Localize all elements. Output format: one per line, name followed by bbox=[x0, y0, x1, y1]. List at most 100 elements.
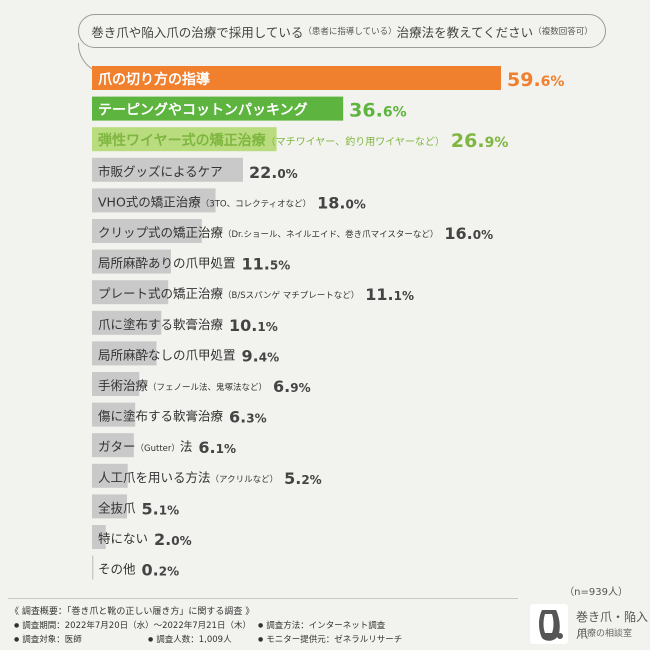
bar-label: 手術治療（フェノール法、鬼塚法など） bbox=[98, 378, 267, 393]
bar-label-text: 弾性ワイヤー式の矯正治療 bbox=[98, 132, 267, 149]
bar-row: 弾性ワイヤー式の矯正治療（マチワイヤー、釣り用ワイヤーなど） bbox=[92, 127, 445, 152]
question-note-1: （患者に指導している） bbox=[303, 27, 397, 37]
bar-label: クリップ式の矯正治療（Dr.ショール、ネイルエイド、巻き爪マイスターなど） bbox=[98, 225, 438, 240]
bar-label-suffix: 法 bbox=[180, 439, 193, 454]
bar-label: 局所麻酔ありの爪甲処置 bbox=[98, 256, 236, 271]
bar-row: 全抜爪 bbox=[92, 494, 136, 519]
bar-value: 16.0% bbox=[444, 224, 493, 243]
bar-value: 18.0% bbox=[317, 193, 366, 212]
bar-label-text: その他 bbox=[98, 562, 136, 577]
bar-row: ガター（Gutter）法 bbox=[92, 433, 192, 458]
bar-label-text: 手術治療 bbox=[98, 378, 149, 393]
bar-row: プレート式の矯正治療（B/Sスパンゲ マチプレートなど） bbox=[92, 280, 359, 305]
survey-count: ● 調査人数：1,009人 bbox=[148, 635, 232, 645]
bar-label: 局所麻酔なしの爪甲処置 bbox=[98, 347, 236, 362]
bar-label: プレート式の矯正治療（B/Sスパンゲ マチプレートなど） bbox=[98, 286, 359, 301]
bar-label: 人工爪を用いる方法（アクリルなど） bbox=[98, 470, 278, 485]
bar-value: 36.6% bbox=[349, 100, 406, 122]
bar-label-note: （アクリルなど） bbox=[211, 474, 279, 485]
bar bbox=[92, 310, 162, 335]
bar bbox=[92, 280, 169, 305]
logo-title: 巻き爪・陥入爪 bbox=[576, 610, 649, 641]
bar-value: 0.2% bbox=[142, 561, 180, 580]
bar bbox=[92, 433, 134, 458]
bar-label: 傷に塗布する軟膏治療 bbox=[98, 409, 224, 424]
survey-method: ● 調査方法：インターネット調査 bbox=[258, 621, 386, 631]
bar-row: VHO式の矯正治療（3TO、コレクティオなど） bbox=[92, 188, 311, 213]
bar-chart: 爪の切り方の指導 59.6% テーピングやコットンパッキング 36.6% 弾性ワイヤー式… bbox=[92, 66, 564, 580]
bar-label: 市販グッズによるケア bbox=[98, 164, 223, 179]
bar-row: 人工爪を用いる方法（アクリルなど） bbox=[92, 463, 278, 488]
bar-value: 11.5% bbox=[242, 255, 291, 274]
bar-label-text: テーピングやコットンパッキング bbox=[98, 102, 308, 119]
survey-provider: ● モニター提供元：ゼネラルリサーチ bbox=[258, 635, 403, 645]
bar-row: 爪に塗布する軟膏治療 bbox=[92, 310, 224, 335]
bar-label-note: （マチワイヤー、釣り用ワイヤーなど） bbox=[266, 135, 445, 148]
bar-label-text: 全抜爪 bbox=[98, 500, 136, 515]
bar-value: 6.3% bbox=[229, 408, 267, 427]
bar bbox=[92, 249, 171, 274]
bar-label-note: （3TO、コレクティオなど） bbox=[201, 198, 311, 209]
bar-value: 6.9% bbox=[273, 377, 311, 396]
footer-divider bbox=[8, 598, 518, 599]
bar-row: 局所麻酔なしの爪甲処置 bbox=[92, 341, 236, 366]
bar-label-text: 人工爪を用いる方法 bbox=[98, 470, 211, 485]
bar-label-text: VHO式の矯正治療 bbox=[98, 194, 201, 209]
bar-row: 傷に塗布する軟膏治療 bbox=[92, 402, 224, 427]
bar-label: 弾性ワイヤー式の矯正治療（マチワイヤー、釣り用ワイヤーなど） bbox=[98, 132, 445, 149]
bar bbox=[92, 372, 140, 396]
bar-row: テーピングやコットンパッキング bbox=[92, 96, 344, 121]
bar-row: 手術治療（フェノール法、鬼塚法など） bbox=[92, 372, 267, 396]
bar-label-note: （フェノール法、鬼塚法など） bbox=[148, 382, 267, 393]
survey-period: ● 調査期間：2022年7月20日（水）～2022年7月21日（木） bbox=[14, 621, 251, 631]
survey-target: ● 調査対象：医師 bbox=[14, 635, 82, 645]
bar-row: 市販グッズによるケア bbox=[92, 157, 243, 182]
bar-label-text: クリップ式の矯正治療 bbox=[98, 225, 224, 240]
bar-row: その他 bbox=[92, 555, 136, 580]
bar-value: 59.6% bbox=[507, 69, 564, 91]
bar-label: 爪に塗布する軟膏治療 bbox=[98, 317, 224, 332]
bar-value: 26.9% bbox=[451, 130, 508, 152]
question-note-2: （複数回答可） bbox=[533, 27, 593, 37]
logo-subtitle: 治療の相談室 bbox=[578, 629, 633, 639]
bar bbox=[92, 341, 157, 366]
bar bbox=[92, 219, 202, 243]
bar-label-text: 爪に塗布する軟膏治療 bbox=[98, 317, 224, 332]
bar-label-text: 爪の切り方の指導 bbox=[98, 71, 210, 88]
question-main-1: 巻き爪や陥入爪の治療で採用している bbox=[91, 24, 304, 40]
bar-label: その他 bbox=[98, 562, 136, 577]
bar-label-note: （Gutter） bbox=[136, 443, 180, 454]
bar-label: ガター（Gutter）法 bbox=[98, 439, 192, 454]
bar-value: 5.2% bbox=[284, 469, 322, 488]
bar-value: 5.1% bbox=[142, 499, 180, 518]
bar-label-text: プレート式の矯正治療 bbox=[98, 286, 224, 301]
question-bubble: 巻き爪や陥入爪の治療で採用している （患者に指導している） 治療法を教えてくださ… bbox=[78, 14, 606, 74]
bar-row: クリップ式の矯正治療（Dr.ショール、ネイルエイド、巻き爪マイスターなど） bbox=[92, 219, 438, 243]
bar-label: テーピングやコットンパッキング bbox=[98, 102, 308, 119]
bar-value: 22.0% bbox=[249, 163, 298, 182]
bar-label-text: 市販グッズによるケア bbox=[98, 164, 223, 179]
bar-label: VHO式の矯正治療（3TO、コレクティオなど） bbox=[98, 194, 311, 209]
bar-label-text: 傷に塗布する軟膏治療 bbox=[98, 409, 224, 424]
sample-size-note: （n=939人） bbox=[564, 587, 628, 598]
bar-row: 局所麻酔ありの爪甲処置 bbox=[92, 249, 236, 274]
bar bbox=[92, 494, 127, 519]
bar-value: 11.1% bbox=[365, 285, 414, 304]
bar bbox=[92, 555, 94, 580]
bar bbox=[92, 127, 277, 152]
bar-label: 特にない bbox=[98, 531, 148, 546]
bar bbox=[92, 96, 344, 121]
bar-label-text: 局所麻酔ありの爪甲処置 bbox=[98, 256, 236, 271]
logo-foot-icon bbox=[530, 604, 568, 644]
bar-value: 2.0% bbox=[154, 530, 192, 549]
bar-label: 全抜爪 bbox=[98, 500, 136, 515]
bar-label-note: （Dr.ショール、ネイルエイド、巻き爪マイスターなど） bbox=[223, 229, 438, 240]
bar-label-text: 局所麻酔なしの爪甲処置 bbox=[98, 347, 236, 362]
question-main-2: 治療法を教えてください bbox=[396, 24, 534, 40]
bar-value: 6.1% bbox=[198, 438, 236, 457]
bar bbox=[92, 402, 136, 427]
bar-label: 爪の切り方の指導 bbox=[98, 71, 210, 88]
bar bbox=[92, 157, 243, 182]
survey-title: 《 調査概要：「巻き爪と靴の正しい履き方」に関する調査 》 bbox=[10, 607, 255, 617]
bar-value: 10.1% bbox=[229, 316, 278, 335]
